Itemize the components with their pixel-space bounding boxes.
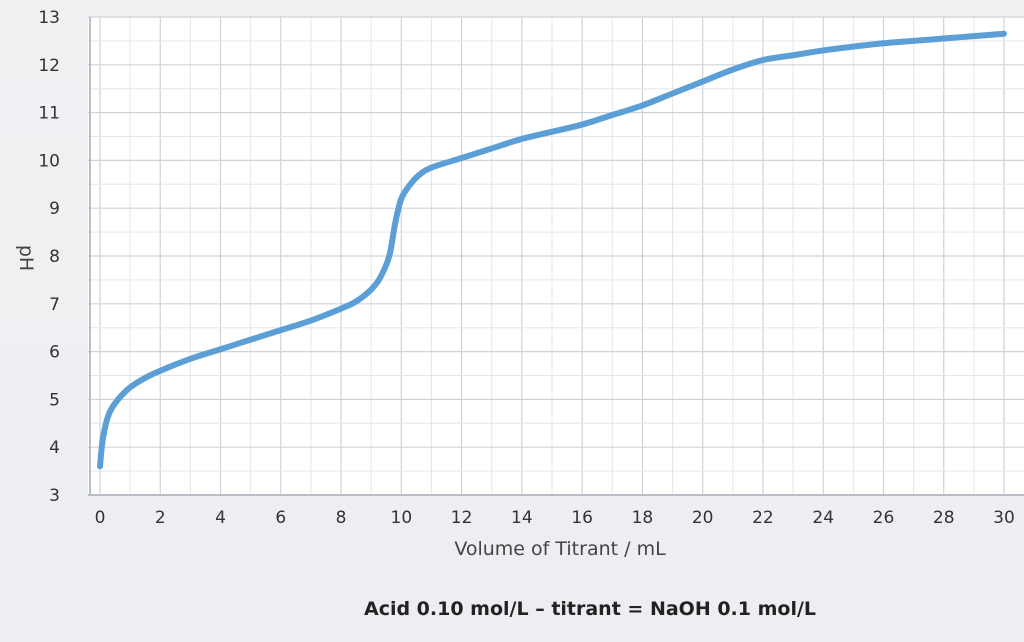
y-tick-label: 13 [38,8,60,28]
series-layer [97,30,1007,470]
y-tick-label: 10 [38,151,60,171]
x-tick-label: 18 [632,508,654,528]
x-tick-label: 26 [873,508,895,528]
y-tick-labels: 3 4 5 6 7 8 9 10 11 12 13 [38,8,60,506]
x-tick-label: 14 [511,508,533,528]
y-tick-label: 3 [49,486,60,506]
chart-caption: Acid 0.10 mol/L – titrant = NaOH 0.1 mol… [364,598,816,620]
x-tick-labels: 0 2 4 6 8 10 12 14 16 18 20 22 24 26 28 30 [95,508,1015,528]
x-axis-title: Volume of Titrant / mL [454,538,666,560]
x-tick-label: 2 [155,508,166,528]
x-tick-label: 6 [275,508,286,528]
x-tick-label: 16 [571,508,593,528]
y-tick-label: 9 [49,199,60,219]
grid-lines [88,16,1024,496]
y-tick-label: 6 [49,343,60,363]
x-tick-label: 22 [752,508,774,528]
x-tick-label: 20 [692,508,714,528]
y-axis-title: pH [15,245,37,271]
y-tick-label: 8 [49,247,60,267]
x-tick-label: 10 [391,508,413,528]
y-tick-label: 4 [49,438,60,458]
titration-curve [97,30,1007,470]
x-tick-label: 24 [812,508,834,528]
x-tick-label: 4 [215,508,226,528]
x-tick-label: 28 [933,508,955,528]
x-tick-label: 0 [95,508,106,528]
x-tick-label: 30 [993,508,1015,528]
y-tick-label: 12 [38,56,60,76]
y-tick-label: 5 [49,390,60,410]
x-tick-label: 12 [451,508,473,528]
y-tick-label: 7 [49,295,60,315]
x-tick-label: 8 [336,508,347,528]
axes [88,17,1024,496]
y-tick-label: 11 [38,104,60,124]
